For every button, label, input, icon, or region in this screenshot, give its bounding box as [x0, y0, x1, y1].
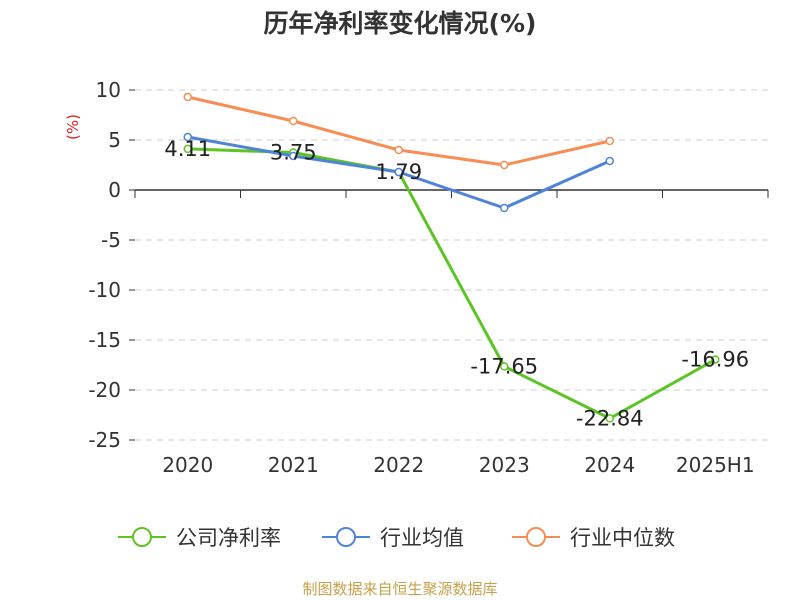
y-tick-label: 0 — [108, 178, 121, 202]
data-label: 1.79 — [375, 160, 422, 184]
data-point — [605, 136, 614, 146]
legend-label: 行业均值 — [380, 526, 464, 550]
series-layer — [183, 92, 720, 423]
x-tick-label: 2021 — [268, 453, 319, 477]
x-tick-label: 2020 — [162, 453, 213, 477]
data-labels: 4.11 3.75 1.79 -17.65 -22.84 -16.96 — [164, 137, 749, 431]
y-tick-label: -25 — [88, 428, 121, 452]
data-label: -22.84 — [576, 406, 644, 430]
data-point — [605, 156, 614, 166]
y-tick-label: -15 — [88, 328, 121, 352]
grid-lines — [135, 89, 768, 441]
data-point — [500, 160, 509, 170]
legend-label: 公司净利率 — [176, 526, 281, 550]
data-point — [183, 132, 192, 142]
x-axis: 2020 2021 2022 2023 2024 2025H1 — [134, 189, 769, 477]
y-tick-label: -20 — [88, 378, 121, 402]
x-tick-label: 2024 — [584, 453, 635, 477]
legend: 公司净利率 行业均值 行业中位数 — [118, 526, 675, 550]
data-label: -17.65 — [470, 355, 538, 379]
chart-title: 历年净利率变化情况(%) — [263, 9, 537, 38]
x-tick-label: 2025H1 — [676, 453, 755, 477]
data-source-note: 制图数据来自恒生聚源数据库 — [302, 580, 498, 598]
data-label: 4.11 — [164, 137, 211, 161]
data-point — [500, 362, 509, 371]
data-point — [289, 151, 298, 161]
data-point — [605, 414, 614, 423]
legend-marker — [336, 527, 356, 547]
legend-label: 行业中位数 — [570, 526, 675, 550]
y-tick-label: -10 — [88, 278, 121, 302]
legend-marker — [132, 527, 152, 547]
y-tick-label: 10 — [96, 78, 121, 102]
x-tick-label: 2023 — [479, 453, 530, 477]
data-point — [183, 92, 192, 102]
legend-marker — [526, 527, 546, 547]
data-point — [183, 144, 192, 154]
data-point — [394, 167, 403, 177]
x-tick-label: 2022 — [373, 453, 424, 477]
y-tick-label: 5 — [108, 128, 121, 152]
data-point — [711, 355, 720, 364]
y-axis: 10 5 0 -5 -10 -15 -20 -25 (%) — [64, 78, 135, 452]
data-label: -16.96 — [681, 348, 749, 372]
y-axis-label: (%) — [64, 114, 82, 140]
data-point — [289, 116, 298, 126]
data-point — [500, 203, 509, 213]
series-line-2 — [187, 95, 611, 167]
data-label: 3.75 — [270, 141, 317, 165]
data-point — [394, 145, 403, 155]
y-tick-label: -5 — [101, 228, 121, 252]
